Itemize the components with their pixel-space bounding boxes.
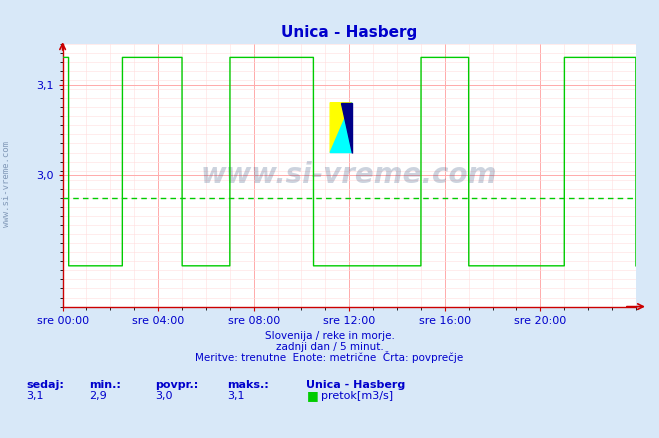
Polygon shape	[330, 102, 352, 152]
Polygon shape	[341, 102, 352, 152]
Text: zadnji dan / 5 minut.: zadnji dan / 5 minut.	[275, 343, 384, 353]
Text: povpr.:: povpr.:	[155, 380, 198, 390]
Title: Unica - Hasberg: Unica - Hasberg	[281, 25, 417, 40]
Text: maks.:: maks.:	[227, 380, 269, 390]
Polygon shape	[330, 102, 352, 152]
Text: Slovenija / reke in morje.: Slovenija / reke in morje.	[264, 332, 395, 342]
Text: 2,9: 2,9	[89, 391, 107, 401]
Text: www.si-vreme.com: www.si-vreme.com	[2, 141, 11, 227]
Text: pretok[m3/s]: pretok[m3/s]	[321, 391, 393, 401]
Text: ■: ■	[306, 389, 318, 402]
Text: min.:: min.:	[89, 380, 121, 390]
Text: 3,0: 3,0	[155, 391, 173, 401]
Text: www.si-vreme.com: www.si-vreme.com	[201, 161, 498, 189]
Text: 3,1: 3,1	[227, 391, 245, 401]
Text: Unica - Hasberg: Unica - Hasberg	[306, 380, 406, 390]
Text: Meritve: trenutne  Enote: metrične  Črta: povprečje: Meritve: trenutne Enote: metrične Črta: …	[195, 351, 464, 364]
Text: 3,1: 3,1	[26, 391, 44, 401]
Text: sedaj:: sedaj:	[26, 380, 64, 390]
